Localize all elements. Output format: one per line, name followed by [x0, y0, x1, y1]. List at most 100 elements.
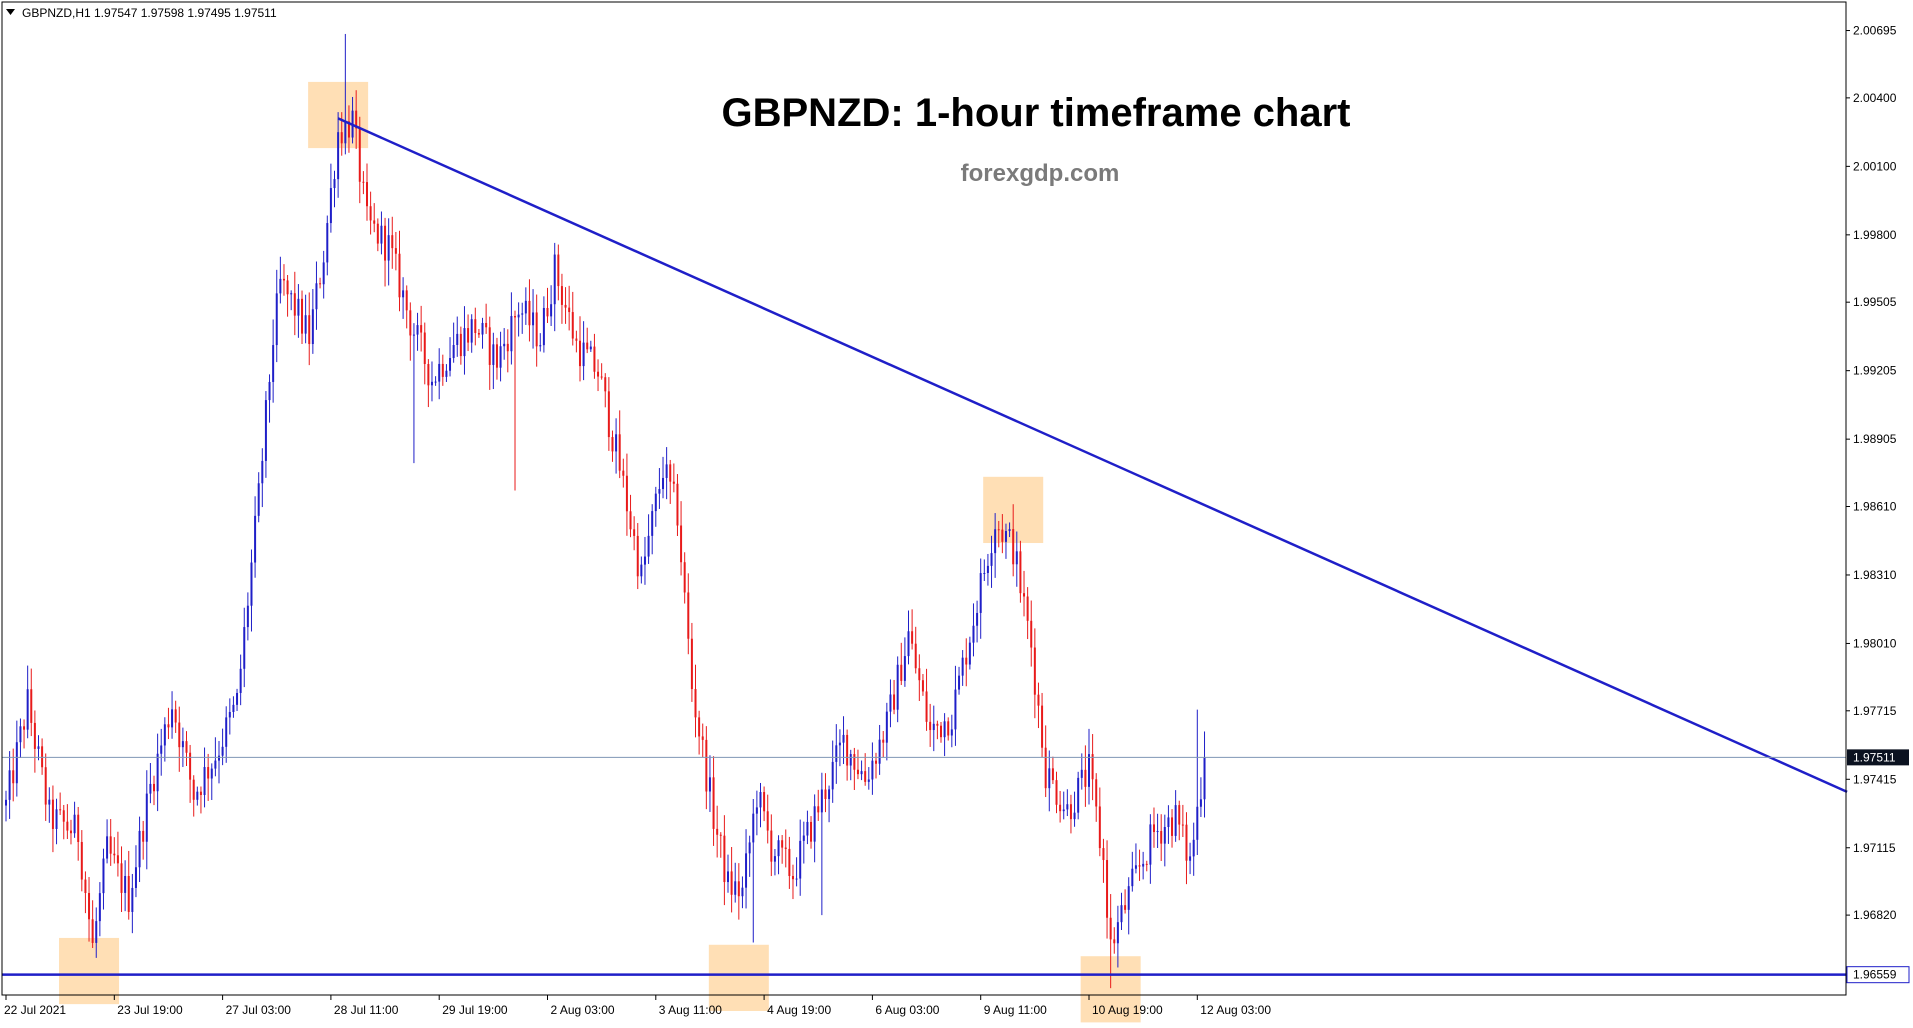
candle-body — [499, 346, 502, 368]
candle-body — [250, 562, 253, 606]
candle-137 — [499, 331, 502, 382]
candle-324 — [1174, 790, 1177, 842]
x-tick: 3 Aug 11:00 — [655, 995, 722, 1017]
candle-body — [806, 821, 809, 836]
candle-body — [755, 807, 758, 814]
candle-117 — [427, 359, 430, 408]
candle-12 — [48, 787, 51, 823]
candle-283 — [1026, 587, 1029, 640]
candle-body — [730, 871, 733, 895]
y-tick-label: 1.96820 — [1853, 908, 1897, 922]
candle-265 — [961, 650, 964, 686]
x-tick-label: 23 Jul 19:00 — [117, 1003, 183, 1017]
candle-217 — [788, 836, 791, 889]
symbol-dropdown-icon[interactable] — [6, 9, 15, 15]
candle-body — [867, 779, 870, 782]
candle-body — [315, 283, 318, 310]
time-axis[interactable]: 22 Jul 2021 23 Jul 19:00 27 Jul 03:00 28 Ju… — [4, 995, 1271, 1017]
plot-border — [1, 1, 1847, 996]
candle-3 — [15, 720, 18, 797]
candle-body — [217, 755, 220, 761]
candle-45 — [167, 707, 170, 740]
candle-198 — [719, 832, 722, 858]
candle-257 — [932, 705, 935, 752]
candle-body — [19, 726, 22, 743]
candle-body — [918, 668, 921, 681]
candle-body — [441, 363, 444, 377]
candle-body — [690, 638, 693, 690]
candle-body — [611, 437, 614, 452]
candle-227 — [824, 773, 827, 813]
candle-275 — [997, 520, 1000, 548]
candle-100 — [366, 163, 368, 221]
y-tick: 1.98010 — [1846, 636, 1897, 650]
candle-322 — [1167, 805, 1170, 844]
candle-body — [745, 853, 748, 888]
candle-body — [405, 290, 408, 311]
candle-64 — [236, 688, 239, 711]
candle-82 — [301, 290, 304, 344]
candle-266 — [965, 638, 968, 687]
candle-194 — [705, 726, 708, 810]
candle-19 — [73, 801, 76, 838]
candle-body — [961, 657, 964, 676]
candle-body — [784, 847, 787, 849]
candle-body — [831, 761, 834, 790]
candle-body — [1167, 817, 1170, 828]
candle-315 — [1142, 851, 1145, 880]
candle-body — [1189, 856, 1192, 861]
y-tick-label: 2.00695 — [1853, 24, 1897, 38]
candle-body — [369, 206, 372, 221]
candle-320 — [1160, 814, 1163, 862]
candle-152 — [553, 242, 556, 332]
annotation-lines-layer — [2, 117, 1848, 976]
candle-281 — [1019, 540, 1022, 603]
candle-body — [355, 110, 358, 129]
candle-body — [791, 875, 794, 880]
candle-body — [921, 680, 924, 692]
candle-body — [257, 483, 260, 516]
candle-body — [5, 799, 7, 806]
candle-body — [279, 278, 282, 294]
price-axis[interactable]: 2.00695 2.00400 2.00100 1.99800 1.99505 1.992… — [1846, 24, 1910, 984]
candle-175 — [636, 523, 639, 590]
candle-body — [875, 760, 878, 764]
y-tick: 1.99205 — [1846, 364, 1897, 378]
candle-body — [997, 529, 1000, 531]
current-price-tag-bg — [1847, 749, 1909, 766]
candle-276 — [1001, 514, 1004, 554]
candle-body — [564, 304, 567, 308]
candle-body — [593, 346, 596, 372]
candle-body — [770, 830, 773, 862]
y-tick-label: 2.00100 — [1853, 159, 1897, 173]
candle-body — [438, 363, 441, 382]
candle-301 — [1091, 734, 1094, 801]
candle-280 — [1015, 531, 1018, 587]
candle-body — [1134, 865, 1137, 869]
y-tick: 1.96820 — [1846, 908, 1897, 922]
descending-trendline[interactable] — [337, 117, 1848, 793]
candle-80 — [293, 271, 296, 336]
candle-177 — [643, 536, 646, 585]
candle-body — [954, 689, 957, 730]
candle-body — [66, 821, 69, 831]
candle-291 — [1055, 771, 1058, 814]
candle-297 — [1077, 771, 1080, 820]
candle-body — [748, 842, 751, 854]
candle-113 — [412, 323, 415, 464]
candle-69 — [254, 496, 257, 578]
candle-body — [676, 483, 679, 526]
candle-11 — [44, 753, 47, 821]
candle-body — [716, 828, 719, 835]
candle-156 — [568, 285, 571, 331]
candle-296 — [1073, 791, 1076, 827]
candle-body — [705, 739, 708, 792]
candle-body — [979, 573, 982, 613]
candle-body — [185, 741, 188, 753]
candle-114 — [416, 312, 419, 351]
x-tick: 27 Jul 03:00 — [222, 995, 291, 1017]
candle-277 — [1004, 523, 1007, 559]
candle-278 — [1008, 522, 1011, 538]
